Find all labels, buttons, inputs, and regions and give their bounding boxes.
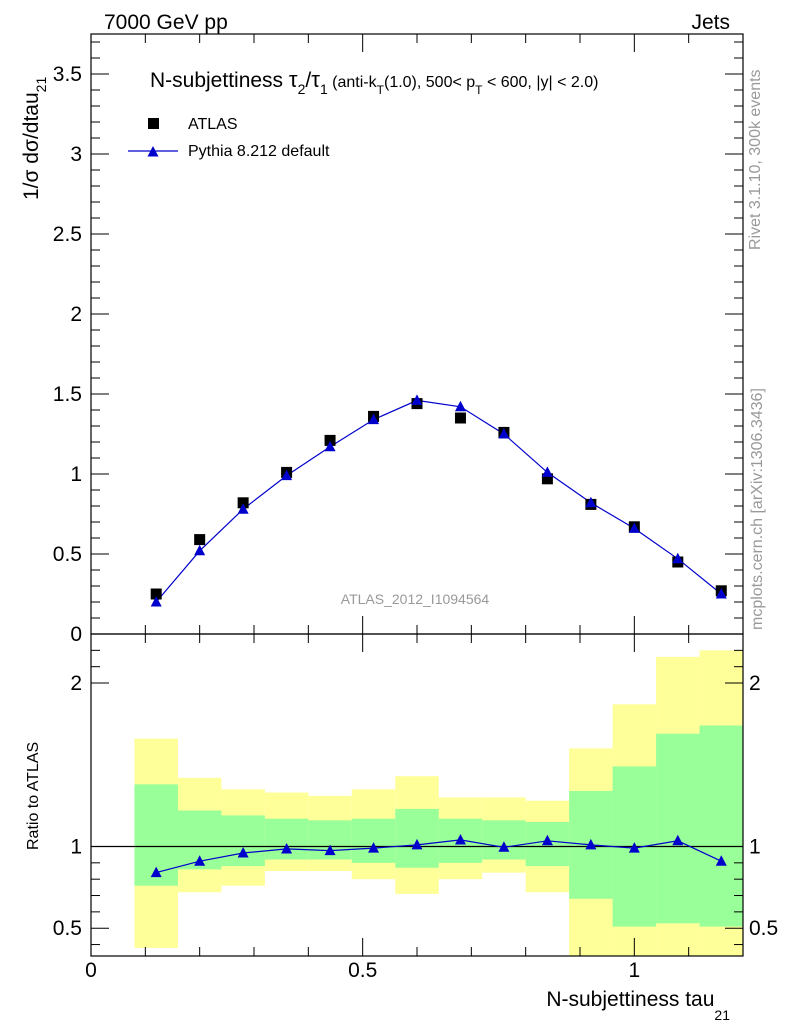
y-tick-label: 0.5 [53,543,82,566]
pythia-point [281,469,293,481]
ratio-y-tick-label-right: 2 [749,672,761,695]
ratio-y-tick-label-right: 0.5 [749,917,778,940]
uncertainty-band-inner [351,818,396,863]
pythia-point [628,522,640,533]
ratio-y-tick-label-right: 1 [749,835,761,858]
ratio-pythia-point [585,838,597,850]
legend-pythia-label: Pythia 8.212 default [188,143,330,160]
atlas-point [150,588,162,600]
uncertainty-band-inner [656,733,700,924]
pythia-point [411,394,423,405]
main-plot-panel: 0 0.5 1 1.5 2 2.5 3 3.5 N-subjettiness τ2/τ1 (a… [20,33,744,646]
y-tick-label: 2 [70,303,82,326]
legend-atlas-label: ATLAS [188,116,238,133]
y-tick-label: 3.5 [53,63,82,86]
uncertainty-band-inner [395,808,439,868]
pythia-point [585,496,597,508]
analysis-watermark: ATLAS_2012_I1094564 [341,591,490,607]
ratio-pythia-point [368,842,380,853]
uncertainty-band-inner [482,820,526,860]
ratio-pythia-point [324,844,336,856]
ratio-y-tick-label: 1 [70,835,82,858]
pythia-point [237,503,249,514]
pythia-point [324,440,336,452]
atlas-point [324,434,336,446]
x-tick-label: 1 [628,959,640,982]
y-tick-label: 0 [70,623,82,646]
pythia-point [541,466,553,477]
ratio-pythia-point [281,842,293,854]
ratio-pythia-point [237,847,249,858]
atlas-point [454,412,466,424]
ratio-y-tick-label: 2 [70,672,82,695]
ratio-plot-panel: 0.5 0.51 12 20 0.5 1 Ratio to ATLAS N-subjett… [25,633,778,1023]
pythia-point [454,400,466,412]
y-tick-label: 2.5 [53,223,82,246]
ratio-pythia-point [715,855,727,866]
header-left: 7000 GeV pp [104,11,228,34]
plot-title: N-subjettiness τ2/τ1 (anti-kT(1.0), 500<… [150,67,598,97]
pythia-line [155,399,722,603]
ratio-pythia-point [628,842,640,853]
ratio-pythia-point [411,838,423,850]
pythia-point [715,588,727,599]
ratio-pythia-point [672,834,684,846]
rivet-label: Rivet 3.1.10, 300k events [747,69,764,250]
pythia-point [672,552,684,564]
uncertainty-band-inner [221,815,265,867]
pythia-point [368,413,380,425]
pythia-point [498,428,510,439]
y-axis-label: 1/σ dσ/dtau21 [20,77,49,200]
ratio-y-axis-label: Ratio to ATLAS [25,742,42,850]
ratio-pythia-point [194,855,206,866]
atlas-point [237,497,249,509]
ratio-pythia-line [156,839,722,874]
ratio-pythia-point [150,866,162,878]
pythia-point [194,544,206,556]
pythia-point [150,596,162,607]
x-tick-label: 0.5 [348,959,377,982]
atlas-point [194,534,206,546]
legend-atlas-marker [148,118,159,129]
header-right: Jets [691,11,730,34]
x-axis-label: N-subjettiness tau21 [546,988,730,1023]
ratio-pythia-point [498,841,510,852]
y-tick-label: 1.5 [53,383,82,406]
atlas-point [541,473,553,485]
y-tick-label: 3 [70,143,82,166]
y-tick-label: 1 [70,463,82,486]
uncertainty-band-inner [699,725,743,927]
ratio-pythia-point [454,833,466,845]
mcplots-label: mcplots.cern.ch [arXiv:1306.3436] [749,388,766,630]
x-tick-label: 0 [85,959,97,982]
legend-pythia-marker [147,146,159,157]
ratio-pythia-point [541,834,553,846]
ratio-y-tick-label: 0.5 [53,917,82,940]
